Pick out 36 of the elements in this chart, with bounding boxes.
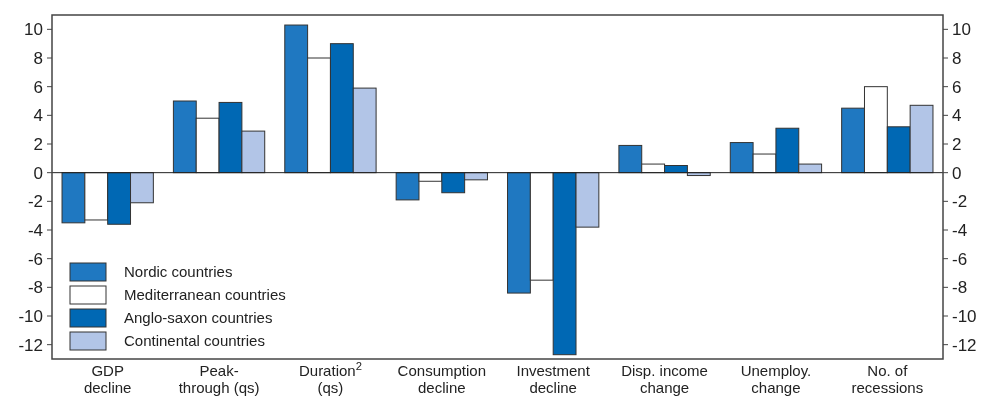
y2-tick-label: -4 — [952, 220, 968, 240]
y2-tick-label: -12 — [952, 335, 977, 355]
y-tick-label: 8 — [33, 48, 43, 68]
y-tick-label: -6 — [27, 249, 43, 269]
legend-label: Mediterranean countries — [124, 286, 286, 304]
category-label: Duration$^{2}$ (qs) — [298, 360, 362, 396]
y-tick-label: -12 — [18, 335, 43, 355]
y2-tick-label: 6 — [952, 77, 962, 97]
y-tick-label: -10 — [18, 306, 43, 326]
y-tick-label: -2 — [27, 192, 43, 212]
y2-tick-label: -6 — [952, 249, 968, 269]
y2-tick-label: -8 — [952, 278, 968, 298]
x-tick-label: Unemploy. change — [740, 362, 812, 396]
y-tick-label: 0 — [33, 163, 43, 183]
legend-label: Anglo-saxon countries — [124, 309, 273, 327]
y2-tick-label: -2 — [952, 192, 968, 212]
y2-tick-label: -10 — [952, 306, 977, 326]
y-tick-label: 10 — [24, 20, 43, 40]
y-tick-label: 6 — [33, 77, 43, 97]
x-tick-label: Disp. income change — [621, 362, 708, 396]
y-tick-label: 2 — [33, 134, 43, 154]
y-tick-label: -4 — [27, 220, 43, 240]
x-tick-label: Consumption decline — [397, 362, 487, 396]
x-tick-label: Peak- through (qs) — [178, 362, 260, 396]
y2-tick-label: 4 — [952, 106, 962, 126]
y2-tick-label: 8 — [952, 48, 962, 68]
x-tick-label: Investment decline — [516, 362, 591, 396]
x-tick-label: GDP decline — [83, 362, 132, 396]
legend-label: Nordic countries — [124, 263, 233, 281]
y2-tick-label: 2 — [952, 134, 962, 154]
y2-tick-label: 0 — [952, 163, 962, 183]
x-tick-label: No. of recessions — [851, 362, 924, 396]
y-tick-label: 4 — [33, 106, 43, 126]
legend-label: Continental countries — [124, 332, 265, 350]
y-tick-label: -8 — [27, 278, 43, 298]
y2-tick-label: 10 — [952, 20, 971, 40]
